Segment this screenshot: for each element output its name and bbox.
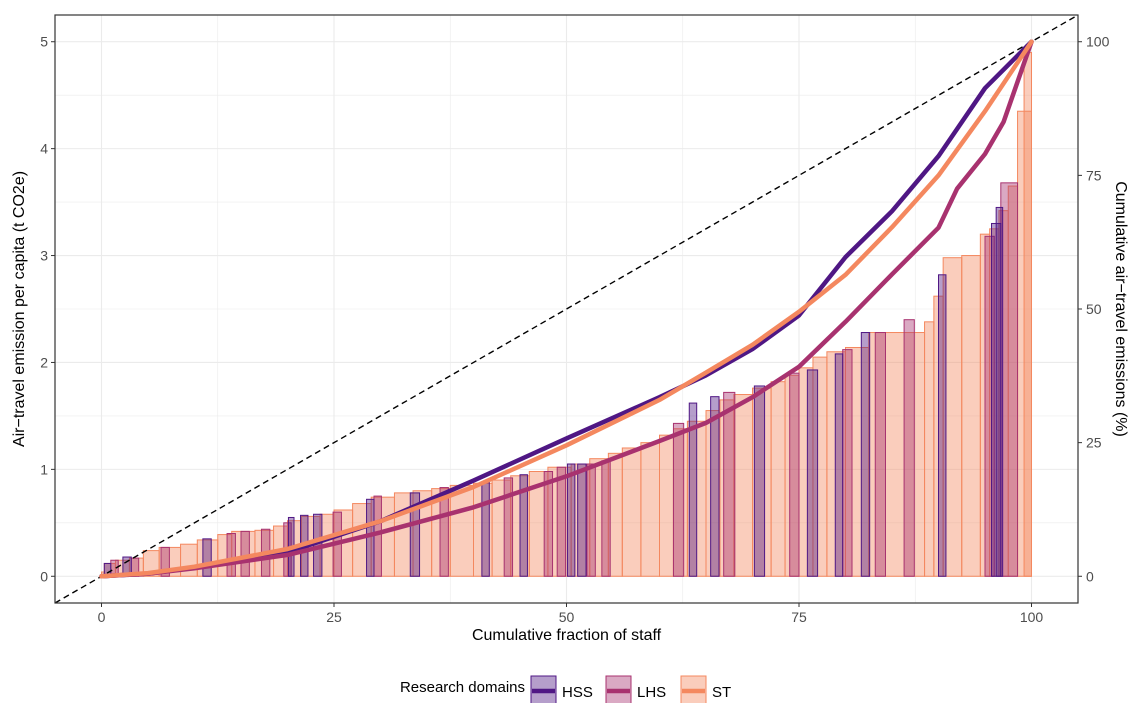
bar-lhs	[672, 422, 685, 577]
bar-lhs	[226, 533, 236, 577]
x-tick-label: 100	[1020, 609, 1044, 625]
bar-st	[924, 321, 935, 577]
bar-st	[868, 332, 926, 577]
bar-st	[621, 447, 642, 577]
bar-hss	[566, 463, 576, 577]
bar-st	[449, 484, 474, 577]
bar-lhs	[1000, 182, 1019, 577]
bar-lhs	[984, 235, 995, 577]
cumulative-curves	[54, 14, 1079, 604]
bar-hss	[688, 402, 698, 577]
y-left-tick-label: 1	[40, 461, 48, 477]
bar-hss	[995, 206, 1004, 577]
bar-hss	[806, 369, 819, 577]
bar-hss	[481, 481, 490, 577]
bar-lhs	[240, 530, 250, 577]
cumulative-curve-st	[99, 39, 1034, 579]
legend-label: ST	[712, 684, 731, 701]
y-left-tick-label: 0	[40, 568, 48, 584]
y-right-tick-label: 0	[1086, 568, 1094, 584]
legend: Research domains HSS LHS ST	[400, 675, 731, 703]
y-right-tick-label: 50	[1086, 301, 1102, 317]
bar-st	[659, 434, 674, 577]
bar-lhs	[439, 487, 449, 577]
bar-hss	[409, 492, 421, 577]
x-tick-label: 75	[791, 609, 807, 625]
bar-lhs	[543, 471, 554, 577]
bar-lhs	[503, 477, 514, 577]
bar-lhs	[903, 319, 915, 577]
bar-hss	[753, 385, 766, 577]
bars	[101, 51, 1033, 577]
legend-title: Research domains	[400, 679, 525, 696]
legend-item-lhs: LHS	[605, 675, 666, 703]
bar-st	[733, 394, 754, 577]
bar-hss	[519, 474, 528, 577]
y-left-tick-label: 4	[40, 141, 48, 157]
bar-st	[640, 442, 661, 577]
bar-lhs	[723, 391, 736, 577]
bar-hss	[202, 538, 212, 577]
bar-hss	[938, 274, 947, 577]
x-tick-label: 50	[559, 609, 575, 625]
legend-label: LHS	[637, 684, 666, 701]
bar-lhs	[160, 546, 170, 577]
x-tick-label: 25	[326, 609, 342, 625]
y-axis-title-right: Cumulative air−travel emissions (%)	[1112, 181, 1129, 437]
bar-lhs	[789, 372, 800, 577]
bar-lhs	[842, 349, 853, 577]
bar-lhs	[874, 332, 886, 577]
equality-line	[54, 14, 1079, 604]
legend-item-st: ST	[680, 675, 731, 703]
y-left-tick-label: 3	[40, 248, 48, 264]
bar-lhs	[586, 463, 596, 577]
y-right-tick-label: 25	[1086, 435, 1102, 451]
bar-hss	[860, 332, 871, 577]
y-right-tick-label: 100	[1086, 34, 1110, 50]
y-right-tick-label: 75	[1086, 167, 1102, 183]
bar-hss	[577, 463, 587, 577]
cumulative-curve-lhs	[99, 39, 1034, 579]
bar-lhs	[601, 460, 611, 577]
legend-label: HSS	[562, 684, 593, 701]
x-axis-title: Cumulative fraction of staff	[472, 627, 662, 644]
bar-st	[961, 255, 981, 577]
bar-lhs	[373, 495, 382, 577]
y-axis-title-left: Air−travel emission per capita (t CO2e)	[11, 171, 28, 447]
bar-st	[770, 381, 786, 577]
bar-hss	[710, 396, 720, 577]
bar-lhs	[556, 466, 567, 577]
y-left-tick-label: 2	[40, 354, 48, 370]
bar-hss	[834, 353, 844, 577]
bar-st	[1023, 51, 1033, 577]
legend-item-hss: HSS	[530, 675, 593, 703]
y-left-tick-label: 5	[40, 34, 48, 50]
x-tick-label: 0	[98, 609, 106, 625]
